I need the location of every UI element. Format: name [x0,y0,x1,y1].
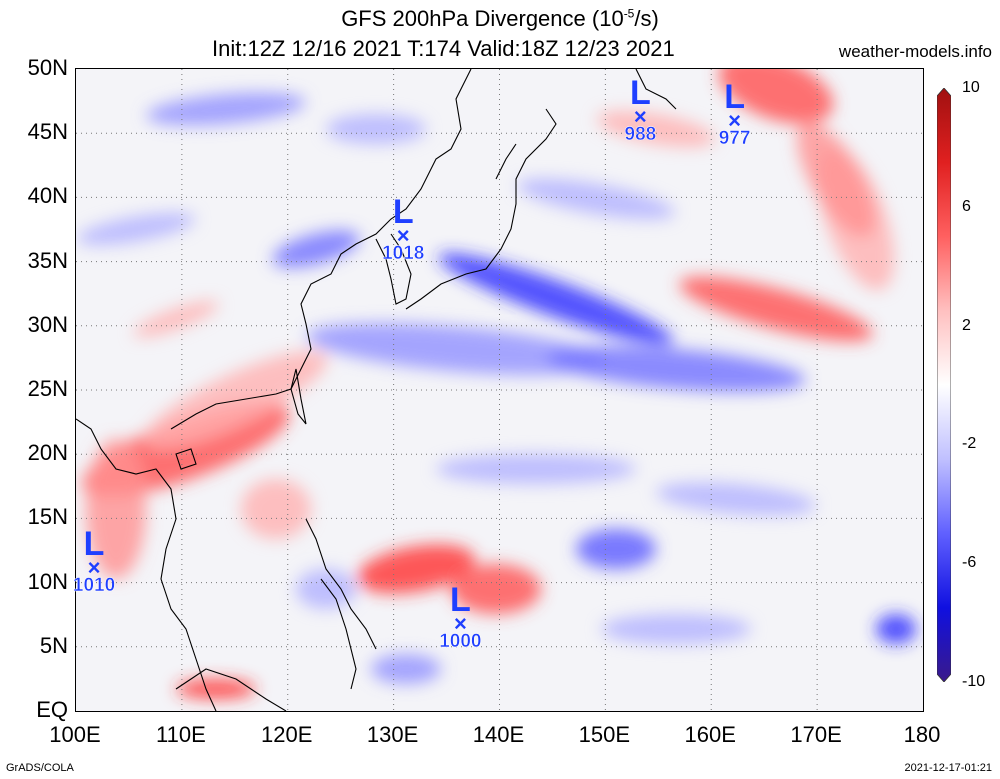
lon-label: 160E [684,722,736,747]
lon-label: 150E [578,722,631,747]
divergence-region [241,479,311,539]
lat-label: 10N [27,568,68,594]
site-label: weather-models.info [838,42,992,61]
low-pressure-marker: L × 977 [705,77,765,149]
low-center-icon: × [396,223,410,249]
coastline-asia [76,69,472,711]
lat-label: 20N [27,440,68,466]
low-center-icon: × [633,104,647,130]
divergence-region [451,564,541,614]
convergence-region [876,614,916,644]
low-letter: L [83,524,105,563]
lat-label: 25N [27,376,68,401]
lat-label: 40N [27,183,68,209]
coastline-philippines [305,518,377,690]
convergence-region [76,212,196,246]
low-letter: L [392,193,414,232]
low-letter: L [724,77,745,116]
divergence-region [356,544,476,594]
colorbar [937,88,951,682]
coastline-taiwan [290,368,307,425]
low-pressure-marker: L × 1018 [373,193,433,265]
coastline-japan [405,108,557,310]
divergence-region [596,110,716,148]
lat-label: 50N [27,55,68,80]
convergence-region [601,614,751,644]
convergence-region [517,178,675,220]
colorbar-label: -2 [962,435,977,453]
lon-label: 130E [366,722,419,747]
low-pressure-marker: L × 1000 [430,581,490,653]
low-pressure-value: 977 [718,127,751,149]
lat-label: 45N [27,119,68,145]
divergence-region [144,351,328,447]
lon-label: 110E [156,722,206,747]
lat-label: EQ [36,697,68,722]
low-letter: L [449,581,471,620]
low-pressure-value: 988 [624,124,657,146]
convergence-region [436,454,636,484]
divergence-region [718,69,834,124]
divergence-region [86,439,146,579]
low-pressure-marker: L × 988 [610,74,670,146]
map-title: GFS 200hPa Divergence (10-5/s) [341,6,659,31]
convergence-region [306,323,606,375]
lon-label: 170E [790,722,842,747]
footer-right: 2021-12-17-01:21 [904,762,992,774]
lat-label: 30N [27,311,68,337]
divergence-region [133,300,219,338]
footer-left: GrADS/COLA [6,762,74,774]
low-center-icon: × [453,611,467,637]
colorbar-label: 6 [962,197,971,215]
lat-label: 35N [27,247,68,273]
convergence-region [326,114,426,144]
divergence-region [679,276,873,342]
lat-label: 15N [27,504,68,530]
convergence-region [546,346,806,392]
low-pressure-value: 1010 [72,574,116,596]
low-center-icon: × [87,554,101,580]
low-center-icon: × [728,107,742,133]
low-pressure-marker: L × 1010 [64,524,124,596]
convergence-region [146,92,306,126]
colorbar-label: 2 [962,316,971,334]
convergence-region [438,253,674,345]
coastline-korea [375,233,412,305]
convergence-region [272,230,360,268]
convergence-region [576,529,656,569]
divergence-region [176,679,256,699]
lon-label: 120E [261,722,313,747]
low-pressure-value: 1000 [439,631,482,653]
convergence-region [656,482,816,516]
low-letter: L [629,74,651,113]
coastline-kamchatka [635,69,677,110]
divergence-field [76,69,923,711]
coastline-hainan [175,448,197,470]
colorbar-label: -6 [962,554,977,572]
lon-label: 100E [49,722,101,747]
coastline-borneo [175,668,287,711]
divergence-region [796,121,876,237]
lon-label: 140E [472,722,525,747]
low-pressure-value: 1018 [382,243,425,265]
colorbar-label: 10 [962,79,980,96]
lon-label: 180 [903,722,941,747]
lat-label: 5N [39,632,68,658]
colorbar-label: -10 [962,673,986,690]
convergence-region [371,654,441,684]
convergence-region [296,569,356,609]
divergence-map [75,68,924,712]
